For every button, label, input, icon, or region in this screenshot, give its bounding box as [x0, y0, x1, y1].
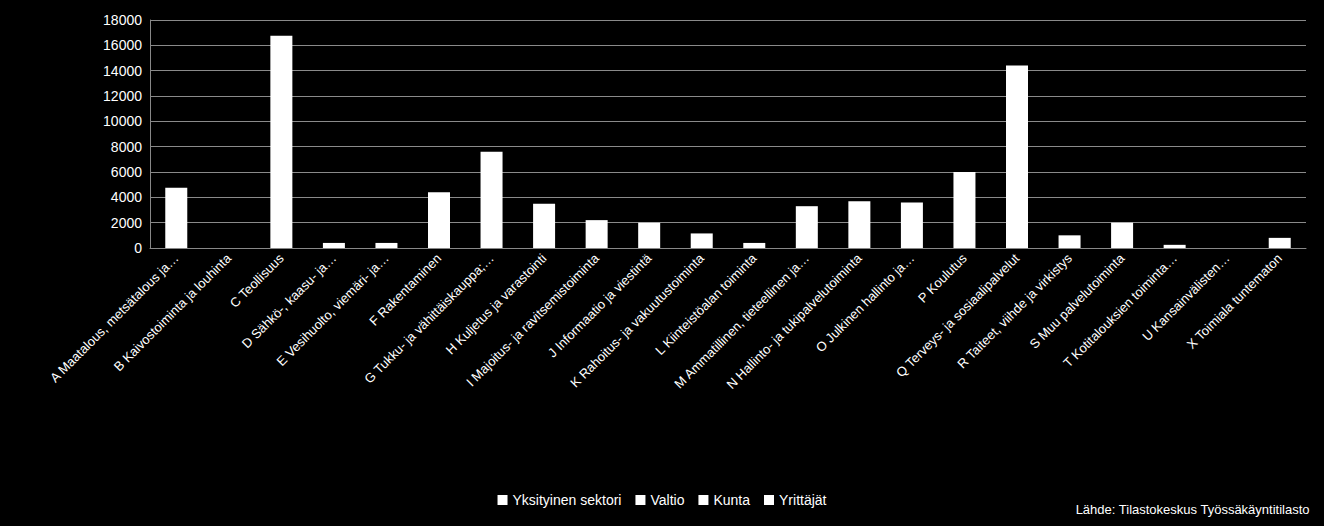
svg-text:4000: 4000: [111, 189, 142, 205]
svg-text:U Kansainvälisten…: U Kansainvälisten…: [1139, 251, 1232, 344]
svg-text:P Koulutus: P Koulutus: [915, 250, 970, 305]
svg-text:Valtio: Valtio: [650, 492, 684, 508]
svg-text:Kunta: Kunta: [713, 492, 750, 508]
svg-text:M Ammatillinen, tieteellinen j: M Ammatillinen, tieteellinen ja…: [671, 250, 813, 392]
svg-text:C Teollisuus: C Teollisuus: [226, 250, 287, 311]
svg-text:0: 0: [134, 240, 142, 256]
svg-text:N Hallinto- ja tukipalvelutoim: N Hallinto- ja tukipalvelutoiminta: [723, 250, 865, 392]
svg-text:A Maatalous, metsätalous ja…: A Maatalous, metsätalous ja…: [46, 250, 182, 386]
svg-text:G Tukku- ja vähittäiskauppa;…: G Tukku- ja vähittäiskauppa;…: [361, 250, 497, 387]
svg-text:R Taiteet, viihde ja virkistys: R Taiteet, viihde ja virkistys: [954, 250, 1075, 372]
svg-text:K Rahoitus- ja vakuutustoimint: K Rahoitus- ja vakuutustoiminta: [567, 250, 707, 391]
svg-text:2000: 2000: [111, 215, 142, 231]
svg-text:X Toimiala tuntematon: X Toimiala tuntematon: [1184, 251, 1285, 352]
svg-text:16000: 16000: [103, 37, 142, 53]
svg-text:8000: 8000: [111, 139, 142, 155]
svg-text:J Informaatio ja viestintä: J Informaatio ja viestintä: [545, 250, 655, 360]
svg-text:L Kiinteistöalan toiminta: L Kiinteistöalan toiminta: [652, 250, 760, 358]
svg-text:B Kaivostoiminta ja louhinta: B Kaivostoiminta ja louhinta: [111, 250, 235, 374]
svg-text:Q Terveys- ja sosiaalipalvelut: Q Terveys- ja sosiaalipalvelut: [893, 250, 1023, 380]
svg-text:O Julkinen hallinto ja…: O Julkinen hallinto ja…: [813, 251, 918, 356]
svg-text:D Sähkö-, kaasu- ja…: D Sähkö-, kaasu- ja…: [239, 251, 339, 351]
svg-text:Yrittäjät: Yrittäjät: [779, 492, 827, 508]
svg-text:10000: 10000: [103, 113, 142, 129]
svg-text:T Kotitalouksien toiminta…: T Kotitalouksien toiminta…: [1060, 250, 1180, 371]
svg-text:S Muu palvelutoiminta: S Muu palvelutoiminta: [1026, 250, 1127, 351]
svg-text:18000: 18000: [103, 12, 142, 28]
svg-text:E Vesihuolto, viemäri- ja…: E Vesihuolto, viemäri- ja…: [273, 250, 392, 369]
svg-text:6000: 6000: [111, 164, 142, 180]
svg-text:12000: 12000: [103, 88, 142, 104]
svg-text:14000: 14000: [103, 63, 142, 79]
svg-text:F Rakentaminen: F Rakentaminen: [366, 250, 445, 329]
svg-text:Yksityinen sektori: Yksityinen sektori: [513, 492, 622, 508]
svg-text:H Kuljetus ja varastointi: H Kuljetus ja varastointi: [443, 251, 550, 358]
svg-text:Lähde: Tilastokeskus Työssäkäy: Lähde: Tilastokeskus Työssäkäyntitilasto: [1076, 502, 1310, 517]
svg-text:I Majoitus- ja ravitsemistoimi: I Majoitus- ja ravitsemistoiminta: [463, 250, 602, 390]
